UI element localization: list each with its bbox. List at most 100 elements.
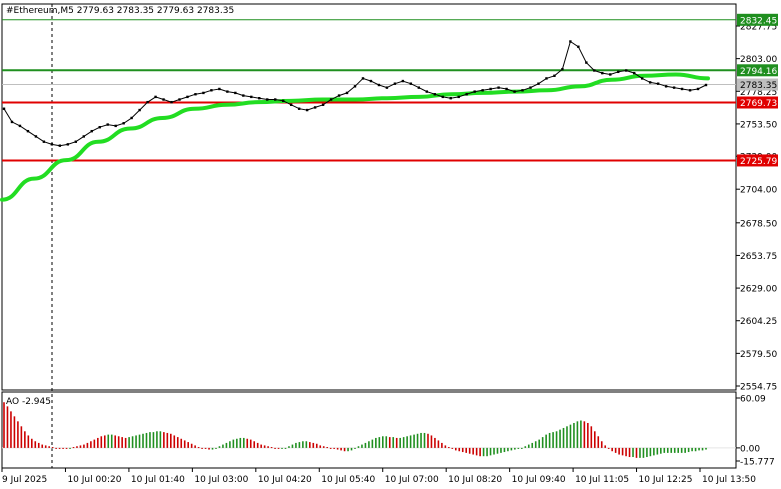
price-point: [601, 71, 604, 75]
price-point: [82, 135, 85, 138]
ao-bar: [364, 442, 367, 448]
ao-bar: [382, 436, 384, 448]
ao-bar: [562, 427, 565, 448]
ao-bar: [288, 446, 290, 448]
ao-bar: [135, 435, 137, 448]
price-point: [98, 126, 101, 129]
ao-bar: [166, 432, 169, 448]
ao-bar: [97, 437, 99, 448]
ao-bar: [281, 447, 283, 449]
ao-bar: [24, 431, 26, 448]
ao-bar: [656, 447, 659, 455]
time-axis: 9 Jul 2025 10 Jul 00:20 10 Jul 01:40 10 Jul…: [1, 468, 756, 485]
price-point: [473, 90, 476, 93]
ao-bar: [628, 447, 631, 458]
x-tick-label: 10 Jul 13:50: [702, 475, 756, 485]
ao-bar: [392, 437, 395, 448]
ao-bar: [684, 447, 686, 453]
ao-bar: [458, 447, 461, 452]
ao-bar: [416, 433, 419, 448]
ao-bar: [291, 444, 294, 448]
price-point: [369, 79, 373, 83]
price-point: [162, 98, 165, 101]
x-tick-label: 10 Jul 05:40: [321, 475, 375, 485]
price-point: [2, 107, 6, 110]
ao-bar: [583, 421, 586, 448]
price-point: [122, 122, 125, 125]
price-point: [58, 144, 62, 147]
level-label: 2769.73: [740, 99, 777, 109]
price-point: [401, 79, 405, 83]
ao-bar: [128, 437, 130, 448]
price-point: [226, 90, 229, 93]
ao-bar: [218, 446, 221, 448]
ao-bar: [107, 434, 110, 448]
price-point: [393, 82, 397, 85]
ao-bar: [110, 434, 113, 448]
ao-bar: [236, 438, 238, 448]
ao-bar: [329, 447, 332, 449]
level-label: 2783.35: [740, 81, 777, 91]
ao-bar: [41, 444, 44, 448]
price-point: [664, 85, 668, 88]
ao-bar: [267, 446, 269, 448]
moving-average: [0, 72, 710, 202]
ao-bar: [687, 447, 690, 453]
ao-bar: [117, 436, 120, 448]
ao-bar: [545, 434, 547, 448]
ao-bar: [454, 447, 457, 451]
price-point: [42, 140, 46, 143]
level-label: 2794.16: [740, 67, 777, 77]
ao-bar: [79, 445, 82, 448]
ao-bar: [31, 438, 33, 448]
ao-bar: [27, 435, 30, 448]
ao-bar: [138, 434, 141, 448]
ao-bar: [350, 447, 353, 451]
ao-bar: [305, 441, 308, 448]
price-point: [289, 103, 293, 106]
price-point: [425, 90, 428, 93]
price-series: [2, 40, 708, 147]
ao-bar: [461, 447, 464, 453]
x-tick-label: 10 Jul 01:40: [131, 475, 185, 485]
price-point: [258, 96, 261, 100]
price-point: [50, 143, 54, 146]
ao-bar: [479, 447, 481, 457]
price-point: [609, 73, 612, 76]
ao-bar: [701, 447, 704, 451]
ao-bar: [347, 447, 349, 452]
ao-bar: [420, 432, 422, 448]
level-label: 2832.45: [740, 16, 777, 26]
y-tick-label: 2629.00: [740, 285, 777, 295]
ao-bar: [100, 436, 103, 448]
ao-bar: [538, 439, 540, 448]
ao-bar: [156, 431, 158, 448]
ao-bar: [534, 441, 537, 448]
ao-bar: [705, 447, 707, 450]
price-point: [385, 86, 389, 89]
ao-bar: [103, 435, 106, 448]
ao-bar: [17, 421, 19, 448]
ao-bar: [253, 441, 256, 448]
ao-bar: [13, 416, 16, 448]
ao-bar: [357, 446, 360, 448]
ao-bar: [500, 447, 502, 453]
price-point: [337, 94, 341, 97]
price-point: [409, 82, 413, 85]
ao-bar: [322, 446, 325, 448]
price-point: [569, 40, 572, 43]
price-point: [305, 108, 309, 112]
ao-bar: [434, 437, 436, 448]
y-tick-label: 2778.25: [740, 88, 777, 98]
price-point: [250, 95, 253, 99]
ao-bar: [566, 426, 568, 448]
ao-bar: [625, 447, 627, 457]
ao-bar: [621, 447, 624, 456]
ao-bar: [482, 447, 485, 457]
x-tick-label: 10 Jul 09:40: [512, 475, 566, 485]
ao-bar: [319, 445, 322, 448]
x-tick-label: 10 Jul 03:00: [194, 475, 248, 485]
chart-header: #Ethereum,M5 2779.63 2783.35 2779.63 278…: [6, 6, 234, 16]
ao-bar: [246, 438, 249, 448]
ao-bar: [124, 437, 127, 448]
